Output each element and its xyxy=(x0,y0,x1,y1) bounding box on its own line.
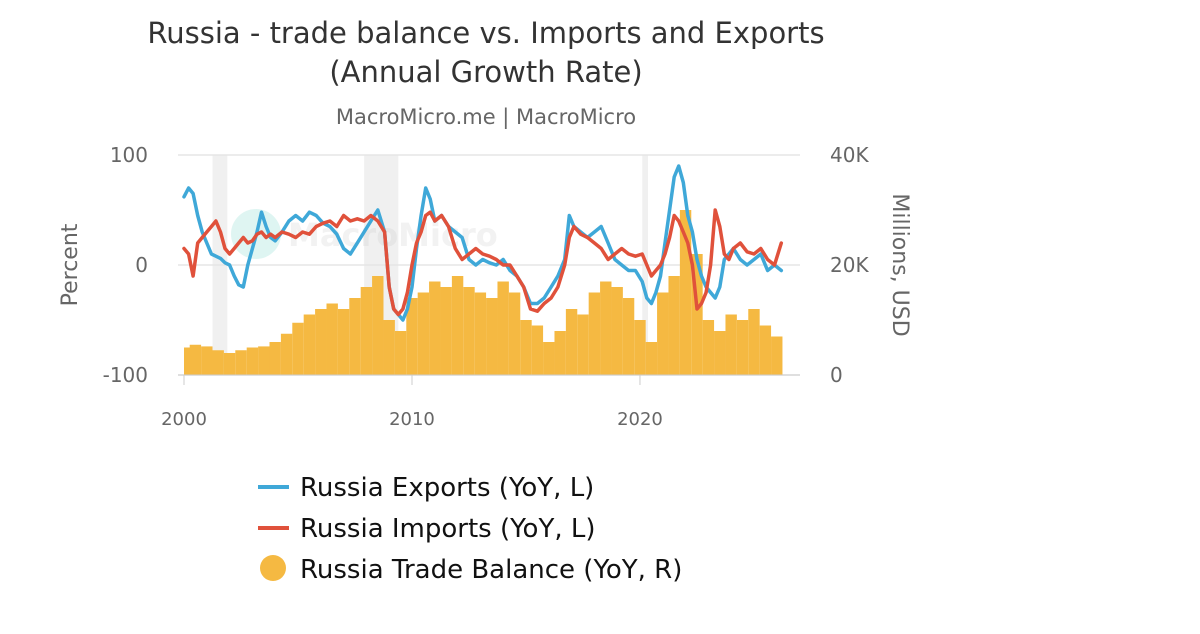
trade-balance-bar xyxy=(292,322,304,375)
trade-balance-bar xyxy=(246,347,259,375)
trade-balance-bar xyxy=(303,314,316,375)
trade-balance-bar xyxy=(189,344,202,375)
x-tick-label: 2020 xyxy=(617,409,663,430)
trade-balance-bar xyxy=(280,333,293,375)
trade-balance-bar xyxy=(212,350,224,375)
trade-balance-bar xyxy=(463,287,475,375)
right-axis-ticks: 0 20K 40K xyxy=(830,143,869,387)
trade-balance-bar xyxy=(691,254,703,375)
trade-balance-bar xyxy=(372,276,384,375)
left-axis-ticks: -100 0 100 xyxy=(103,143,148,387)
trade-balance-bar xyxy=(497,281,509,375)
x-axis-ticks: 2000 2010 2020 xyxy=(161,375,663,430)
trade-balance-bar xyxy=(725,314,737,375)
trade-balance-bar xyxy=(622,298,635,375)
trade-balance-bar xyxy=(588,292,601,375)
trade-balance-bar xyxy=(406,298,418,375)
trade-balance-bar xyxy=(714,331,726,375)
trade-balance-bar xyxy=(543,342,555,375)
trade-balance-bar xyxy=(508,292,521,375)
legend-label: Russia Exports (YoY, L) xyxy=(300,473,594,503)
exports-line xyxy=(182,164,784,322)
trade-balance-bar xyxy=(645,342,658,375)
trade-balance-bar xyxy=(668,276,680,375)
trade-balance-bar xyxy=(657,292,669,375)
legend-label: Russia Trade Balance (YoY, R) xyxy=(300,555,682,585)
series-lines xyxy=(182,164,784,322)
right-axis-title: Millions, USD xyxy=(887,193,912,336)
trade-balance-bar xyxy=(235,350,247,375)
left-tick-label: 100 xyxy=(110,143,148,167)
right-tick-label: 0 xyxy=(830,363,843,387)
imports-line xyxy=(182,208,784,317)
trade-balance-bar xyxy=(315,309,327,375)
trade-balance-bar xyxy=(269,342,281,375)
trade-balance-bar xyxy=(702,320,715,375)
trade-balance-bar xyxy=(201,346,213,375)
left-axis-title: Percent xyxy=(58,223,83,306)
trade-balance-bar xyxy=(771,336,783,375)
legend-item[interactable]: Russia Exports (YoY, L) xyxy=(258,473,594,503)
x-tick-label: 2010 xyxy=(389,409,435,430)
trade-balance-bar xyxy=(554,331,566,375)
trade-balance-bar xyxy=(383,320,395,375)
trade-balance-bar xyxy=(474,292,487,375)
chart-subtitle: MacroMicro.me | MacroMicro xyxy=(336,105,636,130)
trade-balance-bar xyxy=(429,281,441,375)
trade-balance-bar xyxy=(394,331,407,375)
trade-balance-bar xyxy=(223,353,236,375)
legend-item[interactable]: Russia Trade Balance (YoY, R) xyxy=(260,555,682,585)
trade-balance-bar xyxy=(451,276,464,375)
trade-balance-bars xyxy=(184,210,783,375)
trade-balance-bar xyxy=(611,287,623,375)
chart-title-line1: Russia - trade balance vs. Imports and E… xyxy=(147,16,824,50)
trade-balance-bar xyxy=(565,309,578,375)
trade-balance-bar xyxy=(337,309,350,375)
left-tick-label: -100 xyxy=(103,363,148,387)
chart-title-line2: (Annual Growth Rate) xyxy=(329,55,642,89)
trade-balance-bar xyxy=(326,303,338,375)
trade-balance-bar xyxy=(759,325,772,375)
trade-balance-bar xyxy=(634,320,646,375)
trade-balance-bar xyxy=(417,292,430,375)
trade-balance-bar xyxy=(600,281,612,375)
trade-balance-bar xyxy=(736,320,749,375)
x-tick-label: 2000 xyxy=(161,409,207,430)
legend-item[interactable]: Russia Imports (YoY, L) xyxy=(258,514,596,544)
right-tick-label: 20K xyxy=(830,253,869,277)
trade-balance-bar xyxy=(748,309,760,375)
trade-balance-bar xyxy=(349,298,361,375)
legend-label: Russia Imports (YoY, L) xyxy=(300,514,596,544)
trade-balance-bar xyxy=(520,320,532,375)
trade-balance-bar xyxy=(360,287,373,375)
trade-balance-bar xyxy=(531,325,544,375)
trade-balance-bar xyxy=(486,298,498,375)
legend: Russia Exports (YoY, L) Russia Imports (Y… xyxy=(258,473,682,585)
trade-balance-bar xyxy=(679,210,692,375)
trade-balance-bar xyxy=(258,346,270,375)
trade-balance-bar xyxy=(440,287,452,375)
trade-balance-bar xyxy=(577,314,589,375)
right-tick-label: 40K xyxy=(830,143,869,167)
left-tick-label: 0 xyxy=(135,253,148,277)
legend-dot-icon xyxy=(260,555,286,581)
